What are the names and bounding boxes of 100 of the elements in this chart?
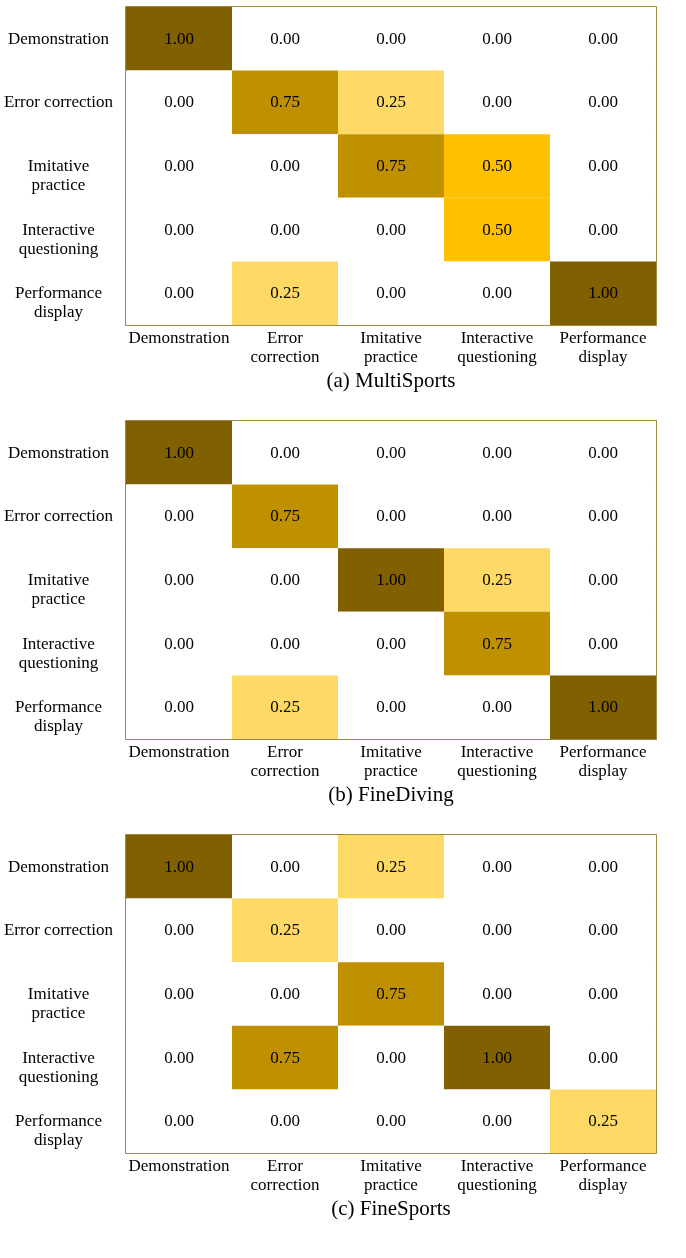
- data-label: 0.00: [376, 283, 406, 303]
- y-tick-label: Performance display: [15, 697, 102, 736]
- data-label: 0.25: [376, 856, 406, 876]
- data-label: 0.75: [270, 1047, 300, 1067]
- y-tick-label: Error correction: [3, 506, 114, 526]
- data-label: 1.00: [482, 1047, 512, 1067]
- data-label: 0.00: [270, 156, 300, 175]
- data-label: 0.75: [482, 633, 512, 653]
- x-tick-label: Error correction: [250, 741, 320, 780]
- data-label: 0.00: [270, 219, 300, 239]
- data-label: 0.00: [376, 442, 406, 462]
- x-tick-label: Demonstration: [128, 1155, 231, 1175]
- data-label: 0.00: [588, 156, 618, 175]
- data-label: 0.00: [270, 856, 300, 876]
- data-label: 0.00: [588, 633, 618, 653]
- y-tick-label: Demonstration: [7, 442, 110, 462]
- data-label: 0.00: [482, 984, 512, 1003]
- data-label: 0.00: [376, 1047, 406, 1067]
- data-label: 0.00: [270, 1111, 300, 1131]
- data-label: 0.00: [588, 506, 618, 526]
- data-label: 0.50: [482, 156, 512, 175]
- data-label: 0.00: [164, 1047, 194, 1067]
- data-label: 0.00: [482, 697, 512, 717]
- x-tick-label: Demonstration: [128, 741, 231, 761]
- data-label: 0.00: [270, 570, 300, 589]
- x-tick-label: Performance display: [559, 1155, 647, 1194]
- data-label: 0.00: [482, 506, 512, 526]
- data-label: 0.00: [270, 984, 300, 1003]
- data-label: 0.00: [164, 984, 194, 1003]
- data-label: 0.00: [482, 442, 512, 462]
- x-tick-label: Interactive questioning: [457, 741, 538, 780]
- data-label: 0.25: [270, 697, 300, 717]
- y-tick-label: Imitative practice: [27, 156, 90, 194]
- data-label: 0.00: [482, 28, 512, 48]
- data-label: 0.00: [164, 283, 194, 303]
- data-label: 0.00: [588, 984, 618, 1003]
- x-tick-label: Error correction: [250, 1155, 320, 1194]
- data-label: 0.00: [376, 1111, 406, 1131]
- data-label: 0.25: [270, 283, 300, 303]
- data-label: 0.00: [164, 633, 194, 653]
- data-label: 1.00: [588, 283, 618, 303]
- data-label: 1.00: [376, 570, 406, 589]
- data-label: 1.00: [588, 697, 618, 717]
- x-tick-label: Performance display: [559, 741, 647, 780]
- y-tick-label: Error correction: [3, 920, 114, 940]
- data-label: 0.00: [482, 92, 512, 112]
- data-label: 0.00: [588, 1047, 618, 1067]
- data-label: 0.00: [588, 28, 618, 48]
- y-tick-label: Imitative practice: [27, 984, 90, 1022]
- y-tick-label: Interactive questioning: [18, 1047, 99, 1086]
- data-label: 0.25: [588, 1111, 618, 1131]
- text: (c) FineSports: [331, 1196, 451, 1220]
- data-label: 0.00: [376, 633, 406, 653]
- data-label: 0.75: [270, 506, 300, 526]
- data-label: 0.75: [376, 984, 406, 1003]
- data-label: 1.00: [164, 442, 194, 462]
- data-label: 0.00: [164, 156, 194, 175]
- data-label: 0.00: [482, 856, 512, 876]
- x-tick-label: Imitative practice: [360, 327, 422, 366]
- data-label: 0.00: [588, 442, 618, 462]
- data-label: 0.00: [376, 697, 406, 717]
- data-label: 0.00: [270, 442, 300, 462]
- data-label: 0.00: [588, 92, 618, 112]
- x-tick-label: Performance display: [559, 327, 647, 366]
- data-label: 0.00: [588, 856, 618, 876]
- x-tick-label: Interactive questioning: [457, 327, 538, 366]
- data-label: 0.00: [376, 28, 406, 48]
- data-label: 0.25: [270, 920, 300, 940]
- data-label: 0.00: [588, 920, 618, 940]
- y-tick-label: Performance display: [15, 1111, 102, 1150]
- data-label: 0.00: [270, 633, 300, 653]
- data-label: 0.00: [376, 219, 406, 239]
- y-tick-label: Error correction: [3, 92, 114, 112]
- y-tick-label: Interactive questioning: [18, 219, 99, 258]
- y-tick-label: Performance display: [15, 283, 102, 322]
- y-tick-label: Interactive questioning: [18, 633, 99, 672]
- data-label: 0.00: [482, 283, 512, 303]
- data-label: 0.00: [164, 506, 194, 526]
- data-label: 0.00: [164, 697, 194, 717]
- data-label: 0.25: [482, 570, 512, 589]
- data-label: 0.75: [376, 156, 406, 175]
- data-label: 1.00: [164, 28, 194, 48]
- data-label: 0.00: [482, 1111, 512, 1131]
- y-tick-label: Demonstration: [7, 28, 110, 48]
- data-label: 0.00: [376, 506, 406, 526]
- data-label: 0.25: [376, 92, 406, 112]
- x-tick-label: Demonstration: [128, 327, 231, 347]
- data-label: 1.00: [164, 856, 194, 876]
- x-tick-label: Imitative practice: [360, 1155, 422, 1194]
- data-label: 0.00: [588, 570, 618, 589]
- data-label: 0.00: [164, 920, 194, 940]
- data-label: 0.00: [482, 920, 512, 940]
- data-label: 0.00: [164, 570, 194, 589]
- x-tick-label: Interactive questioning: [457, 1155, 538, 1194]
- text: (a) MultiSports: [326, 368, 456, 392]
- data-label: 0.00: [164, 92, 194, 112]
- data-label: 0.00: [376, 920, 406, 940]
- y-tick-label: Imitative practice: [27, 570, 90, 608]
- data-label: 0.50: [482, 219, 512, 239]
- x-tick-label: Error correction: [250, 327, 320, 366]
